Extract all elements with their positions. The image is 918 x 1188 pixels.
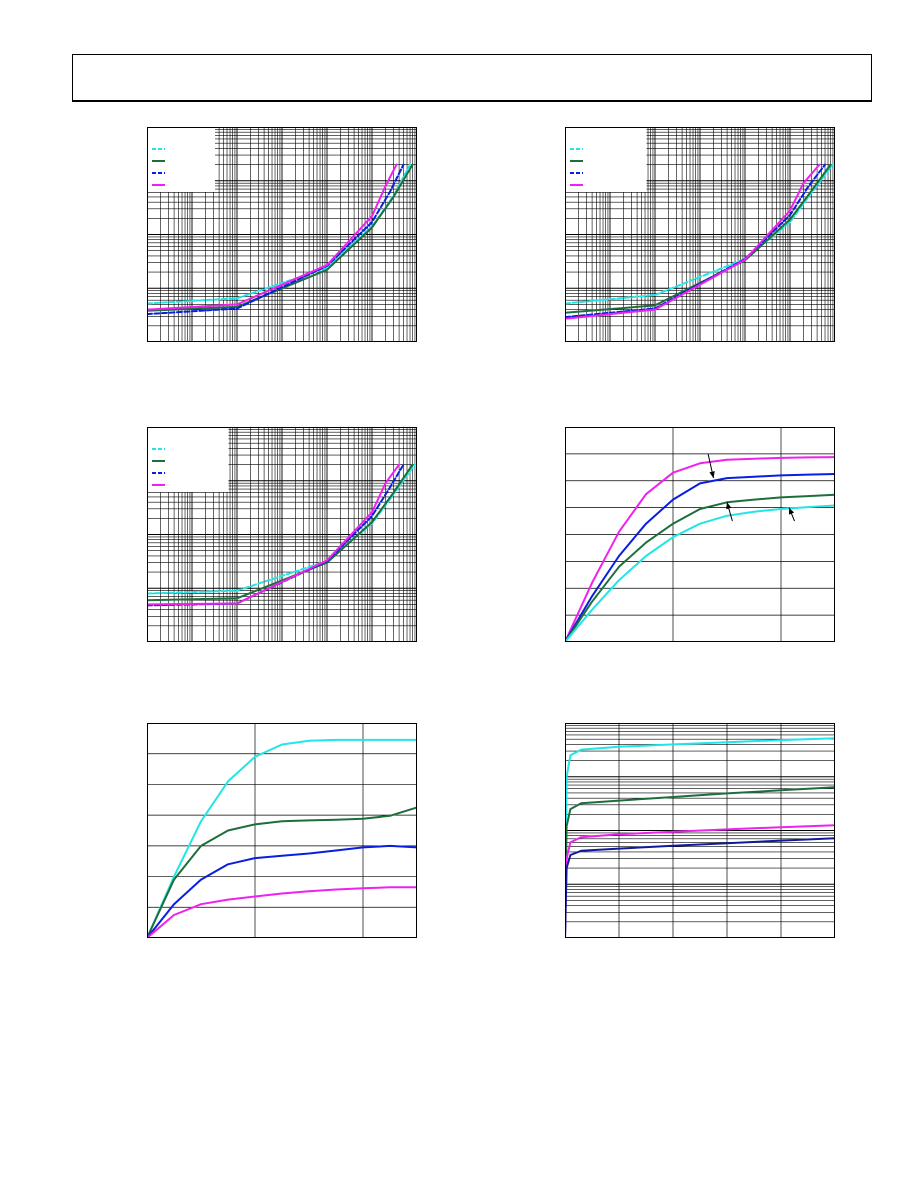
series-line-green — [147, 163, 414, 312]
series-line-cyan — [147, 738, 417, 938]
chart-panel-2 — [565, 127, 835, 342]
page-header-box — [72, 54, 872, 102]
chart-panel-3 — [147, 427, 417, 642]
chart-panel-1 — [147, 127, 417, 342]
chart-2-plot — [565, 127, 835, 342]
series-line-magenta — [565, 456, 835, 642]
chart-1-plot — [147, 127, 417, 342]
series-line-blue — [147, 844, 417, 938]
series-line-magenta — [565, 824, 835, 938]
chart-panel-6 — [565, 723, 835, 938]
plot-frame — [565, 427, 835, 642]
series-line-magenta — [147, 163, 398, 311]
series-line-green — [565, 163, 832, 314]
plot-frame — [147, 127, 417, 342]
series-line-blue — [565, 473, 835, 642]
series-line-blue — [147, 163, 405, 316]
series-line-blue — [565, 163, 826, 319]
plot-frame — [565, 723, 835, 938]
plot-frame — [565, 127, 835, 342]
chart-panel-4 — [565, 427, 835, 642]
series-line-green — [565, 493, 835, 642]
grid-lines — [565, 723, 835, 938]
plot-frame — [147, 723, 417, 938]
legend-box — [147, 127, 215, 192]
chart-4-plot — [565, 427, 835, 642]
series-line-green — [565, 786, 835, 938]
chart-panel-5 — [147, 723, 417, 938]
series-line-magenta — [147, 463, 401, 606]
grid-lines — [147, 723, 417, 938]
grid-lines — [565, 427, 835, 642]
series-line-navy — [565, 837, 835, 938]
annotation-arrowhead — [726, 502, 732, 510]
series-line-magenta — [147, 886, 417, 938]
legend-box — [147, 427, 229, 492]
grid-lines — [147, 427, 417, 642]
series-line-cyan — [565, 163, 834, 305]
series-line-magenta — [565, 163, 821, 320]
series-line-green — [147, 806, 417, 938]
series-line-cyan — [565, 504, 835, 642]
annotation-arrowhead — [788, 507, 795, 515]
chart-5-plot — [147, 723, 417, 938]
chart-3-plot — [147, 427, 417, 642]
annotation-arrowhead — [709, 471, 715, 479]
series-line-cyan — [565, 737, 835, 938]
legend-box — [565, 127, 647, 192]
series-line-green — [147, 463, 414, 602]
chart-6-plot — [565, 723, 835, 938]
plot-frame — [147, 427, 417, 642]
